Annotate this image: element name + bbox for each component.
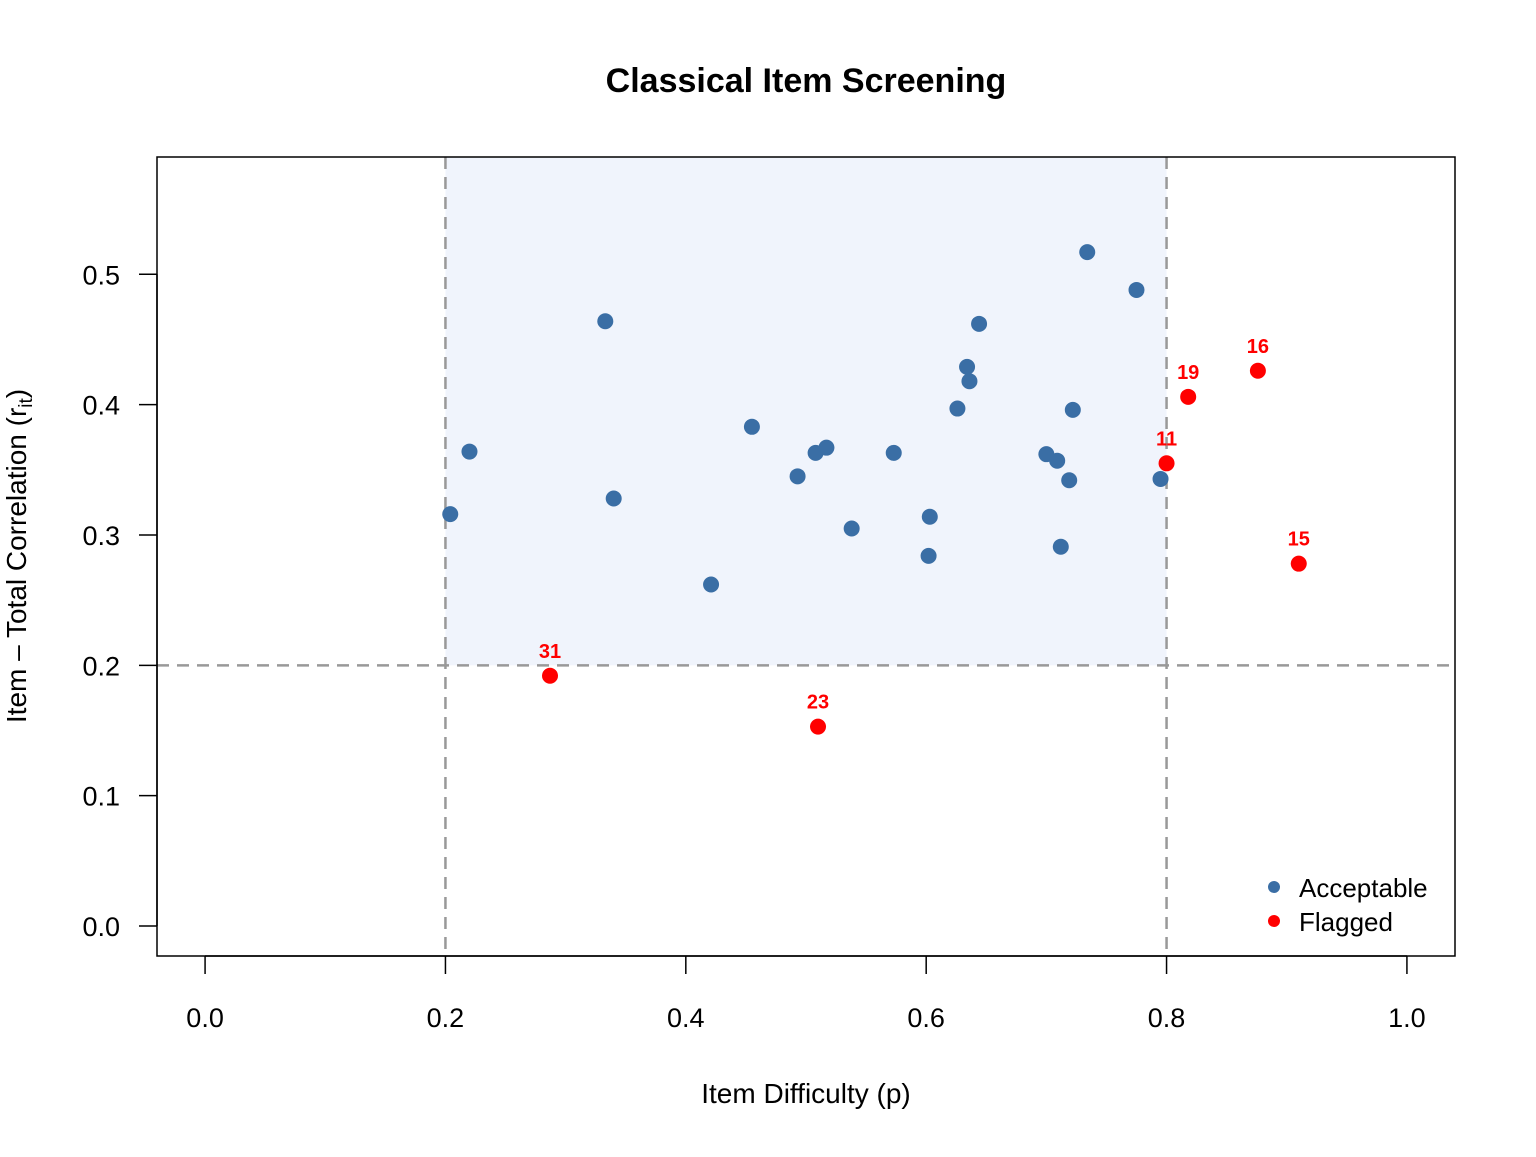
x-axis-label: Item Difficulty (p) bbox=[701, 1078, 911, 1109]
y-tick-label: 0.2 bbox=[82, 651, 120, 681]
point-acceptable bbox=[605, 490, 622, 507]
point-label: 11 bbox=[1156, 428, 1177, 450]
point-acceptable bbox=[971, 315, 988, 332]
point-acceptable bbox=[461, 443, 478, 460]
point-flagged bbox=[1180, 388, 1197, 405]
y-tick-label: 0.0 bbox=[82, 912, 120, 942]
point-acceptable bbox=[818, 439, 835, 456]
point-acceptable bbox=[843, 520, 860, 537]
point-acceptable bbox=[961, 373, 978, 390]
point-acceptable bbox=[1064, 401, 1081, 418]
y-tick-label: 0.3 bbox=[82, 521, 120, 551]
x-tick-label: 1.0 bbox=[1388, 1003, 1426, 1033]
point-label: 15 bbox=[1288, 529, 1310, 551]
point-label: 31 bbox=[539, 641, 561, 663]
x-tick-label: 0.0 bbox=[186, 1003, 224, 1033]
acceptable-region-layer bbox=[445, 157, 1167, 666]
point-acceptable bbox=[1079, 244, 1096, 261]
point-acceptable bbox=[920, 547, 937, 564]
point-flagged bbox=[1249, 362, 1266, 379]
point-acceptable bbox=[1128, 281, 1145, 298]
point-acceptable bbox=[921, 508, 938, 525]
point-acceptable bbox=[1152, 470, 1169, 487]
point-label: 16 bbox=[1247, 336, 1269, 358]
legend-marker-acceptable bbox=[1268, 881, 1280, 893]
point-flagged bbox=[542, 667, 559, 684]
legend-marker-flagged bbox=[1268, 915, 1280, 927]
legend-label-acceptable: Acceptable bbox=[1299, 873, 1428, 903]
x-tick-label: 0.6 bbox=[907, 1003, 945, 1033]
legend-label-flagged: Flagged bbox=[1299, 907, 1393, 937]
point-label: 19 bbox=[1177, 362, 1199, 384]
x-tick-label: 0.8 bbox=[1148, 1003, 1186, 1033]
acceptable-region bbox=[445, 157, 1167, 666]
point-acceptable bbox=[959, 358, 976, 375]
reference-lines-layer bbox=[157, 157, 1455, 956]
x-tick-label: 0.2 bbox=[427, 1003, 465, 1033]
point-acceptable bbox=[442, 506, 459, 523]
point-acceptable bbox=[789, 468, 806, 485]
legend: Acceptable Flagged bbox=[1268, 873, 1428, 937]
y-axis-label-sub: it bbox=[16, 397, 37, 407]
point-acceptable bbox=[1052, 538, 1069, 555]
y-axis-label-main: Item – Total Correlation (r bbox=[1, 408, 32, 723]
point-flagged bbox=[1290, 555, 1307, 572]
y-axis-label-close: ) bbox=[1, 389, 32, 398]
point-flagged bbox=[1158, 455, 1175, 472]
point-acceptable bbox=[885, 444, 902, 461]
chart-title: Classical Item Screening bbox=[606, 62, 1007, 100]
point-flagged bbox=[810, 718, 827, 735]
y-tick-label: 0.5 bbox=[82, 260, 120, 290]
point-acceptable bbox=[949, 400, 966, 417]
point-acceptable bbox=[1061, 472, 1078, 489]
y-axis-label: Item – Total Correlation (rit) bbox=[1, 389, 37, 723]
x-axis: 0.0 0.2 0.4 0.6 0.8 1.0 bbox=[186, 955, 1426, 1033]
point-acceptable bbox=[703, 576, 720, 593]
point-acceptable bbox=[597, 313, 614, 330]
y-tick-label: 0.4 bbox=[82, 391, 120, 421]
y-axis: 0.0 0.1 0.2 0.3 0.4 0.5 bbox=[82, 260, 158, 942]
y-tick-label: 0.1 bbox=[82, 782, 120, 812]
point-acceptable bbox=[1049, 452, 1066, 469]
x-tick-label: 0.4 bbox=[667, 1003, 705, 1033]
point-label: 23 bbox=[807, 692, 829, 714]
point-acceptable bbox=[743, 418, 760, 435]
points-layer: 31 23 11 19 16 15 bbox=[442, 244, 1310, 735]
